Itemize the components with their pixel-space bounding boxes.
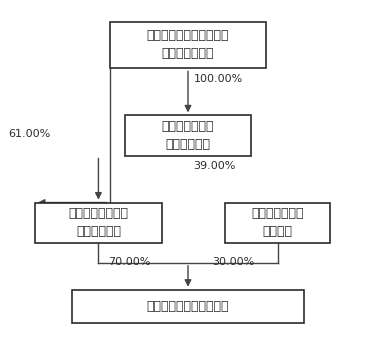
Text: 安徽省投资集团
控股有限公司: 安徽省投资集团 控股有限公司 — [162, 120, 214, 151]
FancyBboxPatch shape — [225, 202, 330, 243]
Text: 100.00%: 100.00% — [194, 74, 243, 84]
Text: 安徽省人民政府国有资产
监督管理委员会: 安徽省人民政府国有资产 监督管理委员会 — [147, 29, 229, 61]
Text: 61.00%: 61.00% — [8, 129, 50, 139]
Text: 30.00%: 30.00% — [212, 257, 255, 267]
Text: 中铁建国际投资
有限公司: 中铁建国际投资 有限公司 — [251, 207, 304, 238]
FancyBboxPatch shape — [110, 22, 266, 68]
FancyBboxPatch shape — [72, 290, 304, 323]
Text: 70.00%: 70.00% — [108, 257, 150, 267]
FancyBboxPatch shape — [35, 202, 162, 243]
Text: 39.00%: 39.00% — [194, 161, 236, 171]
Text: 铜陵有色金属集团
控股有限公司: 铜陵有色金属集团 控股有限公司 — [68, 207, 129, 238]
Text: 中铁建铜冠投资有限公司: 中铁建铜冠投资有限公司 — [147, 300, 229, 313]
FancyBboxPatch shape — [124, 115, 252, 155]
